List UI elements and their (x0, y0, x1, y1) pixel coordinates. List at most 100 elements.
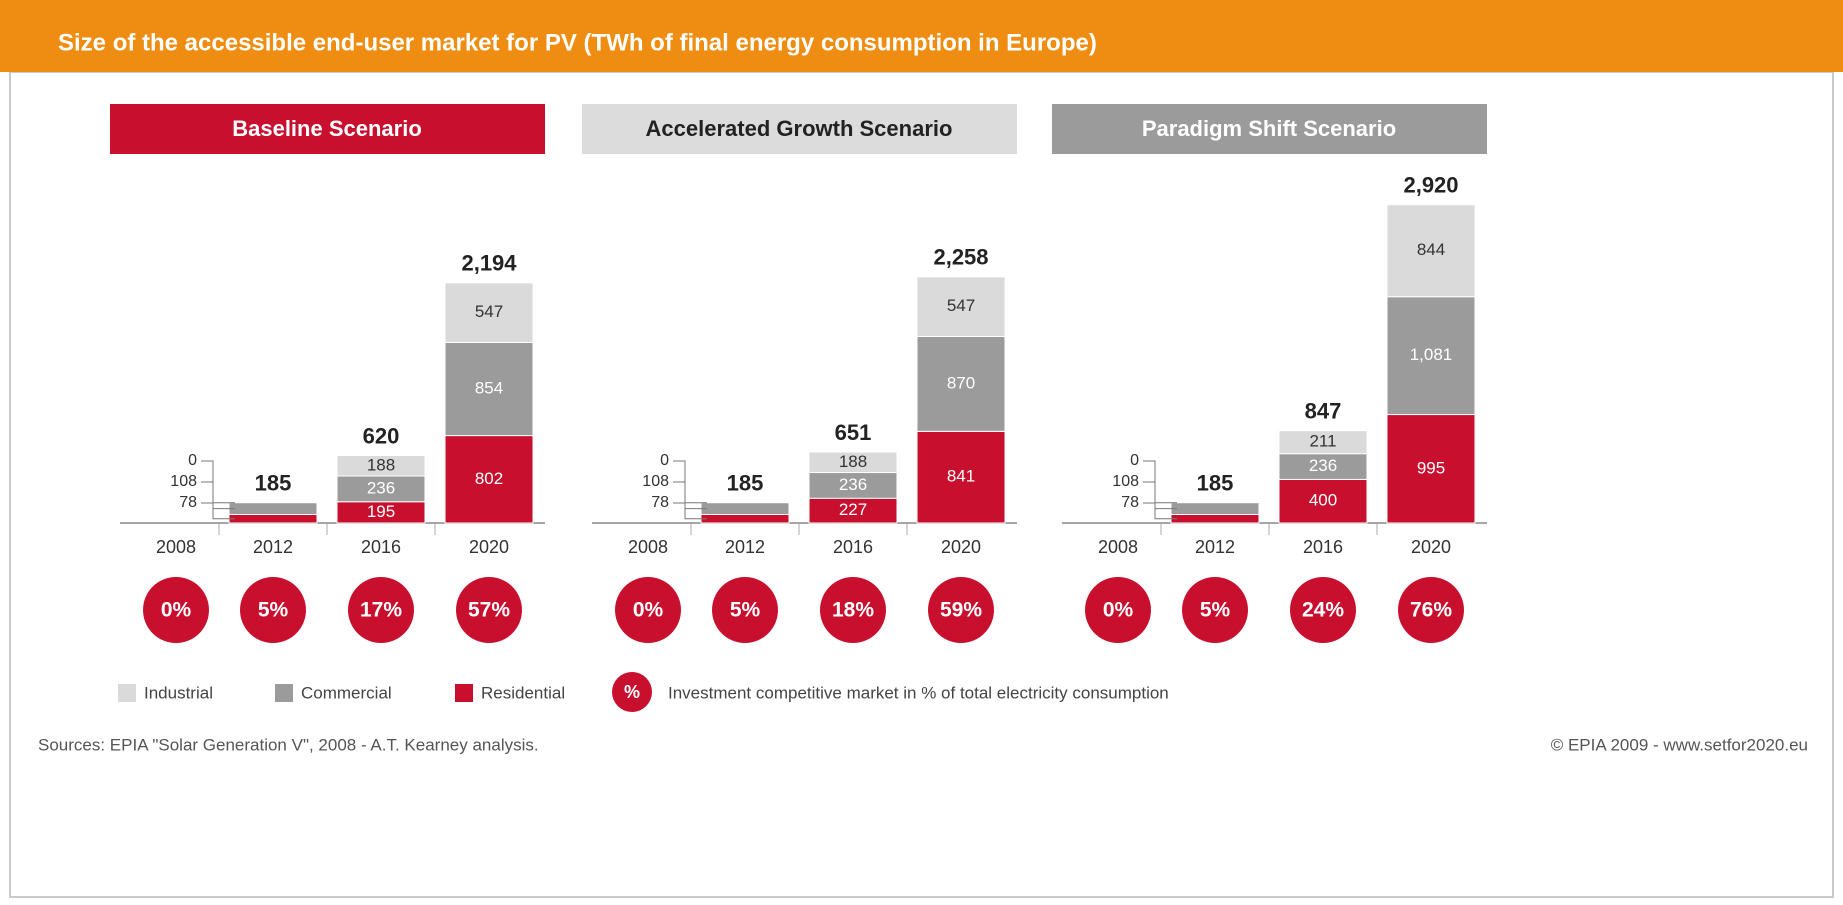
header-title: Size of the accessible end-user market f… (58, 29, 1097, 56)
segment-label: 841 (947, 467, 975, 486)
bar-segment (228, 513, 318, 524)
segment-callout-label: 108 (170, 473, 197, 490)
bar-segment (1170, 513, 1260, 524)
legend-label: Industrial (144, 683, 213, 702)
segment-label: 854 (475, 379, 503, 398)
total-label: 651 (835, 420, 872, 445)
segment-callout-label: 108 (1112, 473, 1139, 490)
segment-callout-label: 0 (660, 452, 669, 469)
x-tick-label: 2020 (941, 537, 981, 557)
x-tick-label: 2012 (1195, 537, 1235, 557)
share-label: 17% (360, 599, 402, 622)
legend-label: Commercial (301, 683, 392, 702)
header-bar (0, 0, 1843, 72)
share-label: 18% (832, 599, 874, 622)
segment-label: 188 (367, 455, 395, 474)
share-circle (820, 577, 886, 643)
bar-segment (228, 502, 318, 515)
segment-label: 844 (1417, 240, 1445, 259)
legend-swatch (455, 684, 473, 702)
total-label: 2,920 (1403, 173, 1458, 198)
scenario-title-bg (1052, 104, 1487, 154)
callout-leader (673, 460, 707, 504)
legend-swatch (118, 684, 136, 702)
segment-callout-label: 0 (188, 452, 197, 469)
bar-segment (444, 341, 534, 437)
share-circle (1085, 577, 1151, 643)
x-tick-label: 2016 (361, 537, 401, 557)
segment-label: 995 (1417, 458, 1445, 477)
bar-segment (336, 475, 426, 503)
x-tick-label: 2008 (628, 537, 668, 557)
copyright: © EPIA 2009 - www.setfor2020.eu (1551, 735, 1808, 754)
segment-callout-label: 78 (179, 494, 197, 511)
sources: Sources: EPIA "Solar Generation V", 2008… (38, 735, 539, 754)
segment-label: 236 (1309, 456, 1337, 475)
segment-label: 870 (947, 373, 975, 392)
scenario-title-bg (582, 104, 1017, 154)
callout-leader (201, 460, 235, 504)
legend-label: Residential (481, 683, 565, 702)
bar-segment (1278, 478, 1368, 524)
bar-segment (700, 502, 790, 515)
callout-leader (1143, 460, 1177, 504)
total-label: 185 (255, 471, 292, 496)
segment-callout-label: 78 (1121, 494, 1139, 511)
x-tick-label: 2016 (1303, 537, 1343, 557)
segment-callout-label: 108 (642, 473, 669, 490)
callout-leader (673, 502, 707, 520)
bar-segment (1386, 204, 1476, 298)
bar-segment (808, 451, 898, 474)
share-circle (456, 577, 522, 643)
x-tick-label: 2012 (725, 537, 765, 557)
segment-label: 236 (839, 475, 867, 494)
segment-callout-label: 0 (1130, 452, 1139, 469)
bar-segment (916, 336, 1006, 432)
share-label: 24% (1302, 599, 1344, 622)
segment-label: 188 (839, 452, 867, 471)
legend-swatch (275, 684, 293, 702)
bar-segment (444, 282, 534, 343)
share-label: 57% (468, 599, 510, 622)
legend-share-note: Investment competitive market in % of to… (668, 683, 1169, 702)
total-label: 185 (1197, 471, 1234, 496)
bar-segment (916, 276, 1006, 338)
total-label: 185 (727, 471, 764, 496)
segment-label: 547 (475, 302, 503, 321)
segment-label: 211 (1309, 432, 1336, 451)
total-label: 847 (1305, 398, 1342, 423)
share-label: 5% (730, 599, 761, 622)
segment-label: 1,081 (1410, 345, 1453, 364)
segment-label: 227 (839, 500, 867, 519)
segment-label: 195 (367, 502, 395, 521)
segment-callout-label: 78 (651, 494, 669, 511)
share-label: 5% (1200, 599, 1231, 622)
share-label: 0% (161, 599, 192, 622)
share-circle (928, 577, 994, 643)
callout-leader (1143, 502, 1177, 520)
bar-segment (336, 455, 426, 477)
scenario-title: Accelerated Growth Scenario (646, 116, 953, 141)
share-circle (615, 577, 681, 643)
bar-segment (808, 497, 898, 524)
legend-share-circle (612, 672, 652, 712)
share-circle (1290, 577, 1356, 643)
share-circle (240, 577, 306, 643)
share-circle (1398, 577, 1464, 643)
share-label: 0% (633, 599, 664, 622)
scenario-title: Baseline Scenario (232, 116, 422, 141)
segment-label: 802 (475, 469, 503, 488)
bar-segment (1278, 430, 1368, 455)
bar-segment (700, 513, 790, 524)
total-label: 620 (363, 423, 400, 448)
bar-segment (808, 472, 898, 499)
share-label: 59% (940, 599, 982, 622)
segment-label: 400 (1309, 491, 1337, 510)
share-circle (1182, 577, 1248, 643)
legend-share-symbol: % (624, 682, 640, 702)
x-tick-label: 2012 (253, 537, 293, 557)
share-circle (348, 577, 414, 643)
x-tick-label: 2020 (469, 537, 509, 557)
share-label: 5% (258, 599, 289, 622)
